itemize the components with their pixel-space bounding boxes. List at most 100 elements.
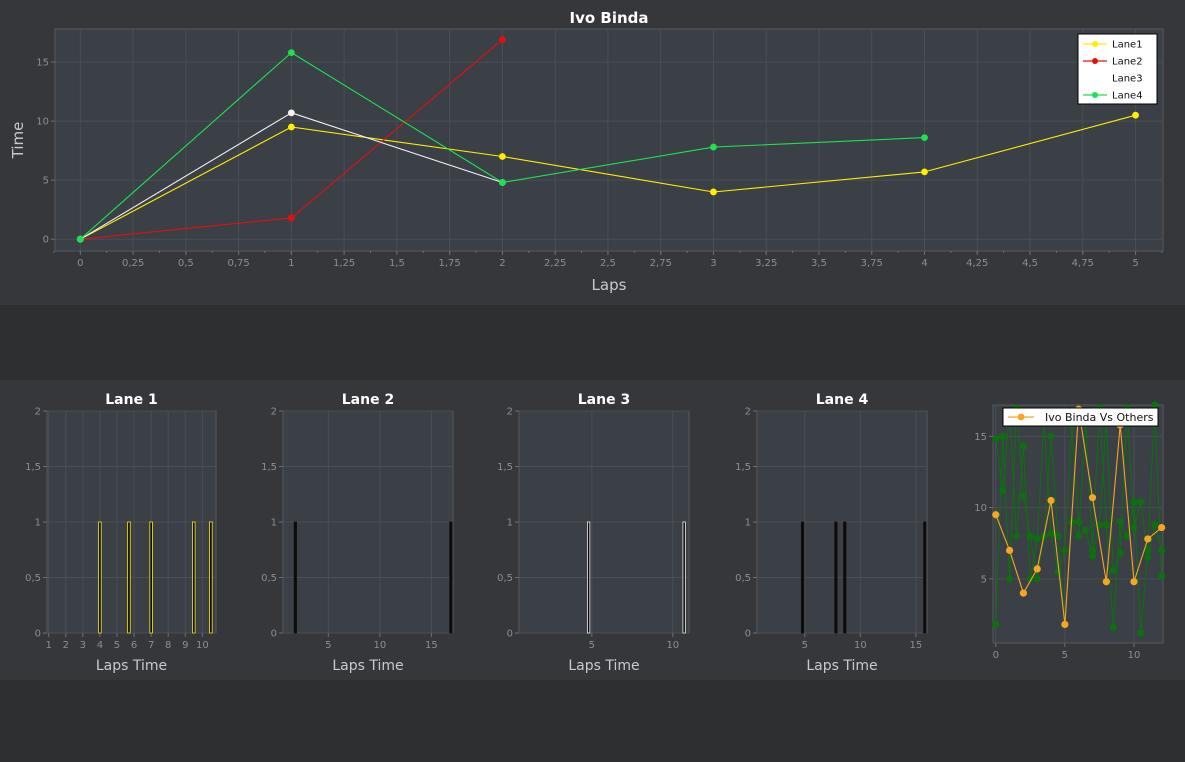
lane-2-x-axis-label: Laps Time xyxy=(332,658,403,674)
lane-1-y-tick-label: 2 xyxy=(35,407,41,418)
main-x-tick-label: 2,25 xyxy=(544,258,566,269)
lane-4-bar xyxy=(800,521,805,634)
comparison-series-1-point xyxy=(992,620,1000,629)
comparison-x-tick-label: 0 xyxy=(993,650,999,661)
lane-2-x-tick-label: 15 xyxy=(425,640,438,651)
main-series-4-point xyxy=(710,143,717,151)
lane-1-bar xyxy=(149,521,153,634)
lane-4-title: Lane 4 xyxy=(816,392,869,408)
comparison-series-2-point xyxy=(1151,521,1159,529)
lane-4-axis-ticks: 5 10 15 0 0,5 1 1,5 2 xyxy=(735,407,922,652)
main-x-tick-label: 1 xyxy=(288,258,294,269)
comparison-chart: 0 5 10 5 10 15 Ivo Binda Vs Others xyxy=(974,401,1166,661)
main-x-tick-label: 3,75 xyxy=(861,258,883,269)
main-x-tick-label: 5 xyxy=(1132,258,1138,269)
comparison-y-tick-label: 5 xyxy=(981,574,987,585)
comparison-series-1-point xyxy=(1047,432,1055,440)
lane-1-x-tick-label: 7 xyxy=(148,640,154,651)
lane-1-bar xyxy=(209,521,213,634)
comparison-series-2-point xyxy=(1054,568,1062,576)
lane-1-bars xyxy=(98,521,213,634)
main-legend-box xyxy=(1077,33,1158,105)
lane-2-chart: 5 10 15 0 0,5 1 1,5 2 Lane 2 Laps Time xyxy=(261,392,454,674)
comparison-legend: Ivo Binda Vs Others xyxy=(1002,407,1159,427)
lane-2-axis-ticks: 5 10 15 0 0,5 1 1,5 2 xyxy=(261,407,438,652)
comparison-series-3-point xyxy=(1061,620,1069,629)
comparison-series-1-point xyxy=(1075,532,1083,540)
lane-3-bar xyxy=(587,521,591,634)
comparison-series-1-point xyxy=(1137,629,1145,637)
lane-4-y-tick-label: 0 xyxy=(745,629,751,640)
main-x-tick-label: 3,25 xyxy=(755,258,777,269)
lane-4-x-tick-label: 10 xyxy=(854,640,867,651)
main-series-4-point xyxy=(287,49,295,57)
main-x-tick-label: 4,25 xyxy=(966,258,988,269)
main-y-tick-label: 10 xyxy=(36,117,49,128)
comparison-series-2-point xyxy=(1144,553,1152,562)
lane-4-y-tick-label: 1,5 xyxy=(735,462,751,473)
main-y-axis-label: Time xyxy=(9,122,27,160)
lane-2-y-tick-label: 0,5 xyxy=(261,573,277,584)
comparison-series xyxy=(992,401,1166,637)
main-x-tick-label: 0 xyxy=(77,258,83,269)
main-series xyxy=(76,36,1139,243)
lane-4-y-tick-label: 0,5 xyxy=(735,573,751,584)
lane-4-x-tick-label: 15 xyxy=(910,640,923,651)
comparison-series-2-point xyxy=(1082,526,1090,535)
lane-3-y-tick-label: 1 xyxy=(507,518,513,529)
comparison-axis-ticks: 0 5 10 5 10 15 xyxy=(974,432,1140,661)
comparison-series-2-point xyxy=(1061,546,1069,554)
main-y-tick-label: 5 xyxy=(43,176,49,187)
lane-3-title: Lane 3 xyxy=(578,392,630,408)
lane-2-bars xyxy=(293,521,453,634)
comparison-x-tick-label: 10 xyxy=(1128,650,1141,661)
main-series-1-point xyxy=(499,153,506,160)
comparison-series-1-point xyxy=(999,432,1007,440)
main-x-tick-label: 4,5 xyxy=(1022,258,1038,269)
main-x-tick-label: 2,75 xyxy=(650,258,672,269)
lane-3-y-tick-label: 0 xyxy=(507,629,513,640)
lane-2-y-tick-label: 0 xyxy=(271,629,277,640)
main-y-tick-label: 15 xyxy=(36,58,49,69)
comparison-legend-marker xyxy=(1017,413,1025,421)
comparison-x-tick-label: 5 xyxy=(1062,650,1068,661)
main-x-tick-label: 1,5 xyxy=(389,258,405,269)
comparison-series-2-point xyxy=(1033,535,1041,543)
lane-4-bar xyxy=(843,521,847,634)
lane-1-x-tick-label: 2 xyxy=(63,640,69,651)
lane-3-y-tick-label: 0,5 xyxy=(497,573,513,584)
comparison-series-2-point xyxy=(1116,549,1124,557)
main-series-1-point xyxy=(710,188,717,196)
comparison-legend-label: Ivo Binda Vs Others xyxy=(1045,411,1154,424)
lane-1-bar xyxy=(192,521,196,634)
main-y-tick-label: 0 xyxy=(43,235,49,246)
comparison-series-3-point xyxy=(1088,494,1097,502)
lane-1-x-tick-label: 8 xyxy=(165,640,171,651)
lane-4-chart: 5 10 15 0 0,5 1 1,5 2 Lane 4 Laps Time xyxy=(735,392,928,674)
main-x-axis-label: Laps xyxy=(592,276,627,294)
lane-1-x-tick-label: 3 xyxy=(80,640,86,651)
main-x-tick-label: 3 xyxy=(710,258,716,269)
comparison-series-3-point xyxy=(1019,589,1028,597)
comparison-series-2-point xyxy=(1158,546,1166,554)
main-series-4-point xyxy=(76,235,84,243)
lane-3-y-tick-label: 2 xyxy=(507,407,513,418)
lane-2-bar xyxy=(293,521,297,634)
comparison-series-1-point xyxy=(1054,532,1062,540)
main-x-tick-label: 1,75 xyxy=(439,258,461,269)
lane-3-gridlines xyxy=(519,410,689,634)
lane-2-x-tick-label: 5 xyxy=(325,640,331,651)
comparison-series-3-point xyxy=(1102,578,1110,586)
main-legend-label-3: Lane3 xyxy=(1112,74,1143,85)
lane-1-x-tick-label: 10 xyxy=(196,640,209,651)
comparison-series-3-point xyxy=(1158,523,1166,532)
main-chart-title: Ivo Binda xyxy=(570,9,649,27)
comparison-series-1-point xyxy=(1005,575,1014,583)
lane-3-axis-ticks: 5 10 0 0,5 1 1,5 2 xyxy=(497,407,679,652)
main-x-tick-label: 0,5 xyxy=(178,258,194,269)
main-lap-chart: 0 0,25 0,5 0,75 1 1,25 1,5 1,75 2 2,25 2,5 2,75 3 3,2… xyxy=(9,9,1164,294)
comparison-series-1-point xyxy=(1123,532,1131,540)
